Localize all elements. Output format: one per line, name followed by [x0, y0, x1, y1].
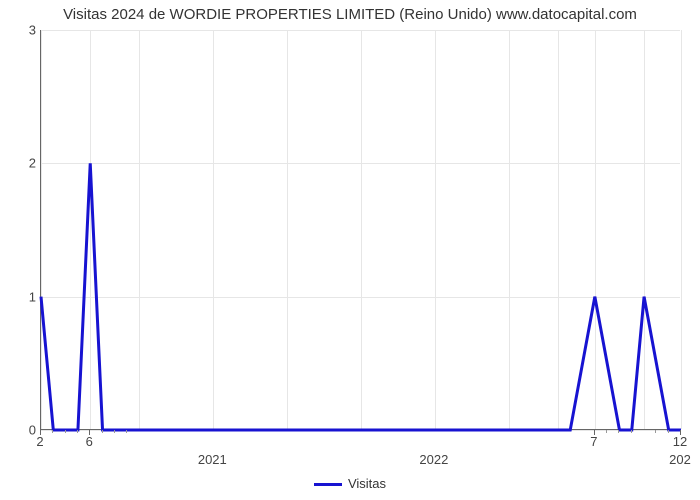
x-tick-label: 12 [673, 434, 687, 449]
x-tick-minor [631, 430, 632, 433]
visits-chart: Visitas 2024 de WORDIE PROPERTIES LIMITE… [0, 0, 700, 500]
y-tick-label: 1 [6, 289, 36, 304]
x-tick-minor [618, 430, 619, 433]
y-tick-label: 3 [6, 23, 36, 38]
x-tick-minor [65, 430, 66, 433]
x-tick-minor [102, 430, 103, 433]
x-tick-minor [668, 430, 669, 433]
y-tick-label: 0 [6, 423, 36, 438]
y-tick-label: 2 [6, 156, 36, 171]
legend: Visitas [0, 476, 700, 491]
x-tick-label-year: 2022 [419, 452, 448, 467]
x-tick-minor [52, 430, 53, 433]
x-tick-label: 6 [86, 434, 93, 449]
x-tick-label: 7 [590, 434, 597, 449]
plot-area [40, 30, 680, 430]
legend-swatch [314, 483, 342, 486]
grid-line-v [681, 30, 682, 429]
x-tick-label: 2 [36, 434, 43, 449]
data-line [41, 30, 680, 429]
x-tick-minor [77, 430, 78, 433]
chart-title: Visitas 2024 de WORDIE PROPERTIES LIMITE… [0, 6, 700, 23]
x-tick-minor [606, 430, 607, 433]
x-tick-label-year: 2021 [198, 452, 227, 467]
x-tick-label-year: 202 [669, 452, 691, 467]
x-tick-minor [655, 430, 656, 433]
x-tick-minor [114, 430, 115, 433]
x-tick-minor [126, 430, 127, 433]
legend-label: Visitas [348, 476, 386, 491]
